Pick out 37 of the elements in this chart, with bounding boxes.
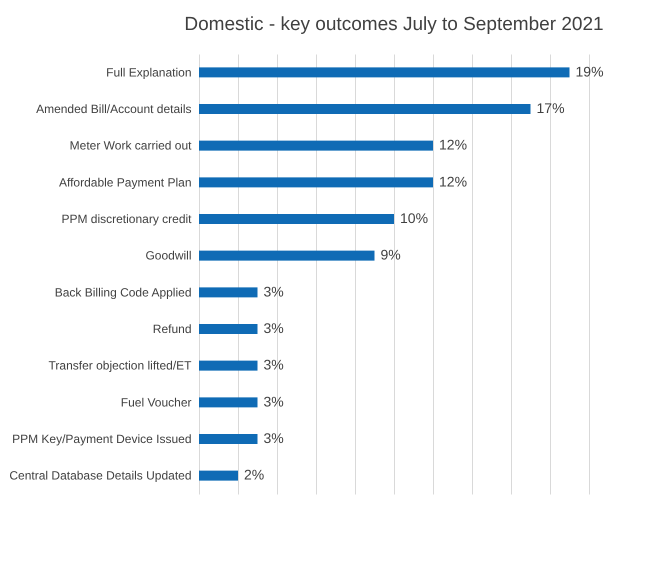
y-tick-label: Transfer objection lifted/ET [48,358,192,373]
y-tick-label: PPM discretionary credit [61,212,192,226]
y-tick-label: PPM Key/Payment Device Issued [12,432,192,446]
data-label: 3% [264,430,284,446]
bar [199,177,433,188]
data-label: 3% [264,320,284,336]
data-label: 17% [536,100,565,116]
data-label: 3% [264,356,284,373]
data-label: 19% [576,63,604,80]
y-tick-label: Fuel Voucher [120,395,192,410]
data-label: 10% [400,210,428,226]
y-tick-label: Affordable Payment Plan [58,175,192,190]
data-label: 3% [264,393,284,410]
y-tick-label: Amended Bill/Account details [36,102,192,116]
data-label: 9% [380,246,401,263]
bar [199,360,258,371]
chart-title: Domestic - key outcomes July to September 2021 [184,14,604,35]
bar [199,434,258,444]
bar [199,214,394,224]
bar [199,287,258,298]
y-tick-label: Central Database Details Updated [9,468,192,483]
data-label: 12% [439,136,468,153]
data-label: 12% [439,173,468,190]
bar [199,140,433,151]
bar [199,470,238,481]
bar [199,104,530,114]
y-tick-label: Meter Work carried out [70,138,192,153]
bar [199,250,374,261]
y-tick-label: Refund [152,322,192,336]
y-tick-label: Goodwill [145,248,192,263]
data-label: 2% [244,466,264,483]
bar [199,324,258,334]
y-tick-label: Full Explanation [106,65,192,80]
data-label: 3% [264,283,284,300]
y-tick-label: Back Billing Code Applied [54,285,192,300]
bar [199,67,570,78]
bar [199,397,258,408]
